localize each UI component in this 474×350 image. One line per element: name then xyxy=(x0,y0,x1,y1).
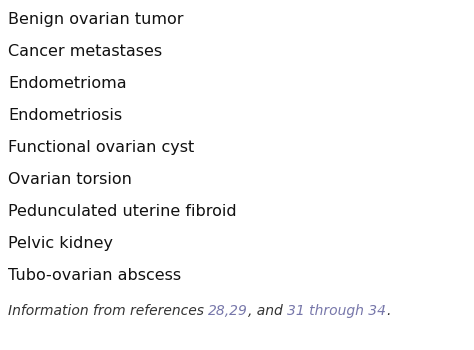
Text: Pedunculated uterine fibroid: Pedunculated uterine fibroid xyxy=(8,204,237,219)
Text: Tubo-ovarian abscess: Tubo-ovarian abscess xyxy=(8,268,181,283)
Text: .: . xyxy=(386,304,391,318)
Text: Endometriosis: Endometriosis xyxy=(8,108,122,123)
Text: Functional ovarian cyst: Functional ovarian cyst xyxy=(8,140,194,155)
Text: Information from references: Information from references xyxy=(8,304,209,318)
Text: Pelvic kidney: Pelvic kidney xyxy=(8,236,113,251)
Text: 28,29: 28,29 xyxy=(209,304,248,318)
Text: 31 through 34: 31 through 34 xyxy=(287,304,386,318)
Text: Benign ovarian tumor: Benign ovarian tumor xyxy=(8,12,183,27)
Text: Endometrioma: Endometrioma xyxy=(8,76,127,91)
Text: Ovarian torsion: Ovarian torsion xyxy=(8,172,132,187)
Text: , and: , and xyxy=(248,304,287,318)
Text: Cancer metastases: Cancer metastases xyxy=(8,44,162,59)
